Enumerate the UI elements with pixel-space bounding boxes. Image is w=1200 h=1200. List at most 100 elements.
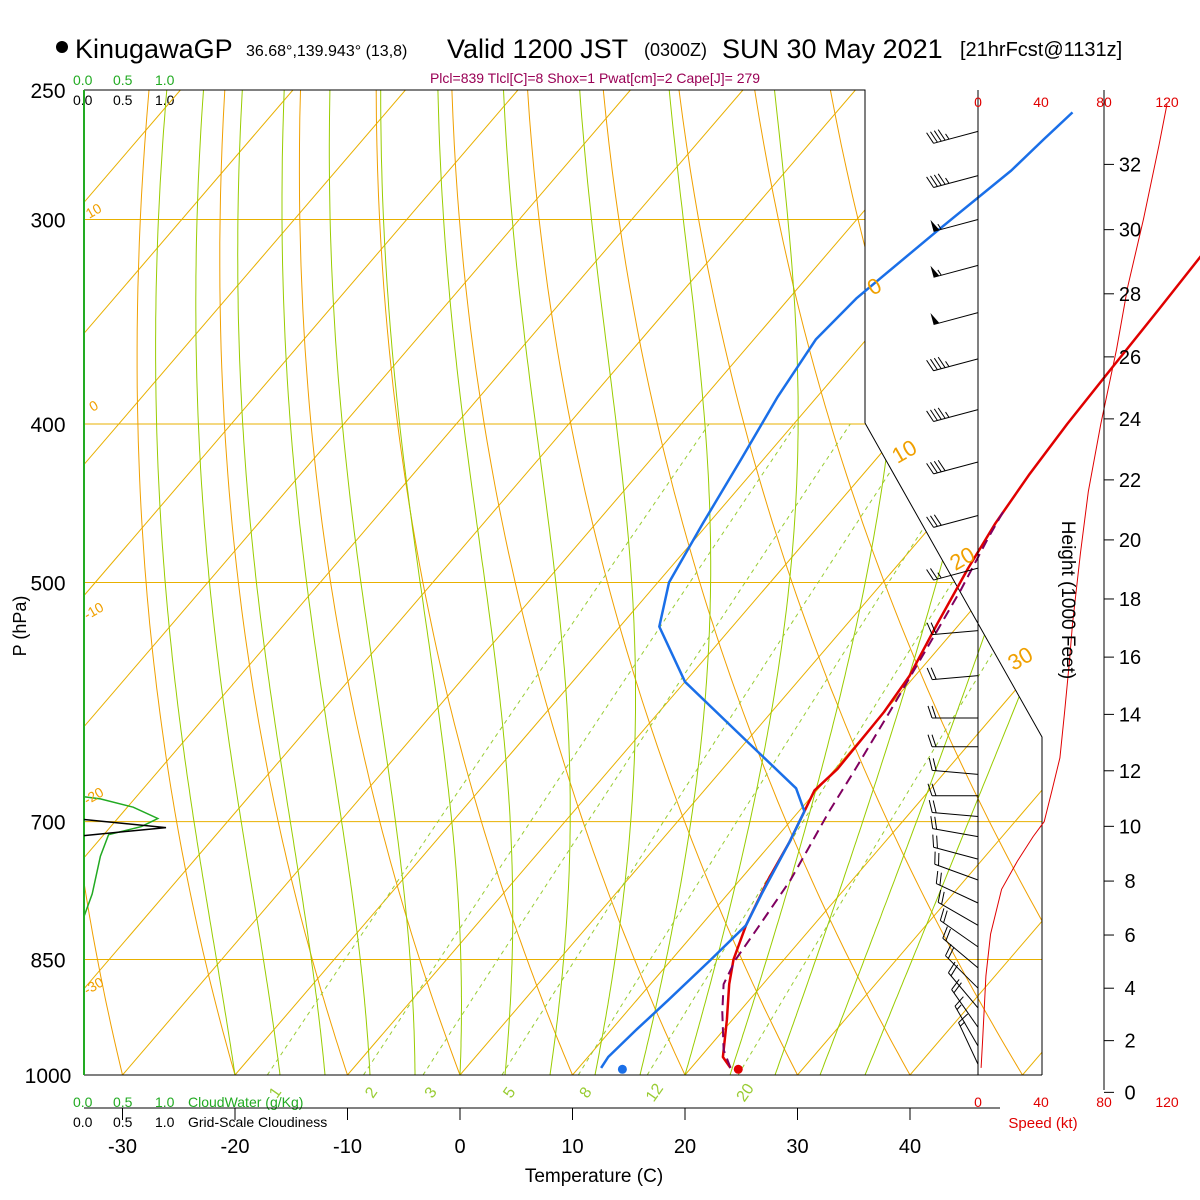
cloudiness-axis-title: Grid-Scale Cloudiness (188, 1114, 327, 1130)
height-tick-label: 16 (1119, 647, 1141, 669)
wind-barb-shaft (934, 863, 979, 881)
stability-indices: Plcl=839 Tlcl[C]=8 Shox=1 Pwat[cm]=2 Cap… (430, 70, 760, 86)
height-tick-label: 8 (1124, 871, 1135, 893)
wind-barb-feather (958, 1013, 969, 1023)
cloudwater-bottom-label: 1.0 (155, 1094, 175, 1110)
wind-barb-feather (930, 409, 938, 421)
dewpoint-sounding-line (600, 111, 1074, 1069)
wind-barb-feather (930, 667, 937, 680)
dry-adiabat-line (219, 90, 360, 1075)
wind-barb (934, 851, 979, 881)
dry-adiabat-line (974, 90, 1042, 1075)
pressure-tick-label: 400 (30, 414, 65, 437)
temperature-tick-label: -10 (333, 1136, 362, 1158)
height-tick-label: 22 (1119, 470, 1141, 492)
wind-barb-feather (930, 175, 938, 187)
wind-barb-half-feather (956, 1004, 962, 1010)
mixing-ratio-label: 20 (734, 1081, 758, 1105)
height-tick-label: 26 (1119, 347, 1141, 369)
wind-barb-feather (927, 734, 933, 747)
parcel-path-line (721, 507, 1007, 1069)
temperature-tick-label: 40 (899, 1136, 921, 1158)
wind-barb-feather (927, 705, 933, 719)
speed-tick-label-top: 0 (974, 94, 982, 110)
dry-adiabat-label: 20 (945, 542, 979, 576)
pressure-tick-label: 1000 (25, 1065, 72, 1088)
mixing-ratio-line (577, 423, 991, 1075)
dry-adiabat-line (600, 90, 931, 1075)
dry-adiabat-label: 0 (86, 397, 101, 415)
wind-barb-feather (943, 910, 948, 923)
dry-adiabat-line (375, 90, 588, 1075)
cloudwater-top-label: 0.0 (73, 72, 93, 88)
wind-barb-shaft (933, 264, 979, 278)
cloudwater-bottom-label: 0.0 (73, 1094, 93, 1110)
wind-barb-feather (931, 705, 937, 719)
wind-barb-feather (928, 757, 933, 771)
pressure-tick-label: 300 (30, 210, 65, 233)
moist-adiabat-line (281, 90, 371, 1075)
moist-adiabat-line (195, 90, 281, 1075)
height-tick-label: 30 (1119, 220, 1141, 242)
wind-barb (927, 783, 978, 797)
wind-barb-shaft (937, 901, 979, 926)
dry-adiabat-line (749, 90, 1042, 1075)
dry-adiabat-line (0, 61, 17, 1110)
wind-barb-shaft (932, 769, 979, 775)
speed-tick-label-top: 80 (1096, 94, 1112, 110)
speed-tick-label-bottom: 120 (1155, 1094, 1179, 1110)
valid-date: SUN 30 May 2021 (722, 34, 943, 64)
wind-barb-shaft (958, 1022, 979, 1065)
surface-temperature-marker (733, 1064, 743, 1074)
wind-barb-half-feather (945, 411, 950, 418)
mixing-ratio-line (646, 423, 1042, 1075)
height-axis-title: Height (1000 Feet) (1057, 521, 1078, 679)
valid-utc: (0300Z) (644, 40, 707, 60)
wind-barb (926, 173, 979, 188)
height-tick-label: 20 (1119, 530, 1141, 552)
isotherm-line (84, 90, 294, 1075)
wind-barb-feather (937, 129, 946, 141)
wind-barb-feather (930, 515, 938, 527)
cloudwater-axis-bottom: 0.0 0.5 1.0 CloudWater (g/Kg) (73, 1094, 303, 1110)
wind-barb (926, 514, 979, 528)
wind-barb (958, 1013, 979, 1065)
cloudiness-top-label: 0.5 (113, 92, 133, 108)
pressure-tick-label: 500 (30, 573, 65, 596)
moist-adiabat-line (237, 90, 326, 1075)
wind-barb-feather (941, 891, 945, 905)
moist-adiabat-line (328, 90, 416, 1075)
dry-adiabat-label: 30 (1003, 642, 1037, 676)
wind-barb-feather (931, 734, 937, 747)
wind-barb (945, 944, 979, 989)
cloudiness-profile-line (83, 818, 167, 837)
wind-barb-feather (926, 622, 933, 635)
mixing-ratio-line (363, 423, 797, 1075)
temperature-tick-label: -20 (221, 1136, 250, 1158)
temperature-tick-label: 20 (674, 1136, 696, 1158)
dry-adiabat-line (675, 90, 1042, 1075)
wind-barb-half-feather (945, 177, 950, 184)
valid-time: Valid 1200 JST (447, 34, 628, 64)
wind-barb-feather (935, 870, 939, 884)
wind-barb-half-feather (945, 361, 950, 367)
dry-adiabat-label: 10 (83, 200, 105, 222)
cloudiness-bottom-label: 0.5 (113, 1114, 133, 1130)
dry-adiabat-line (899, 90, 1042, 1075)
data-layer (83, 104, 1200, 1074)
surface-dewpoint-marker (617, 1064, 627, 1074)
wind-barb-shaft (954, 1005, 979, 1047)
moist-adiabat-line (684, 90, 799, 1075)
wind-barb-feather (954, 996, 964, 1007)
wind-barb-feather (930, 131, 938, 143)
wind-barb (926, 622, 979, 636)
wind-barb-feather (933, 460, 942, 473)
station-coords: 36.68°,139.943° (13,8) (246, 43, 407, 60)
wind-barb-feather (933, 174, 942, 186)
wind-barb (948, 961, 979, 1009)
temperature-tick-label: 30 (786, 1136, 808, 1158)
wind-barb-shaft (948, 972, 979, 1009)
wind-barb-shaft (932, 630, 979, 636)
cloudiness-axis-bottom: 0.0 0.5 1.0 Grid-Scale Cloudiness (73, 1114, 327, 1130)
moist-adiabat-line (864, 90, 1042, 1075)
